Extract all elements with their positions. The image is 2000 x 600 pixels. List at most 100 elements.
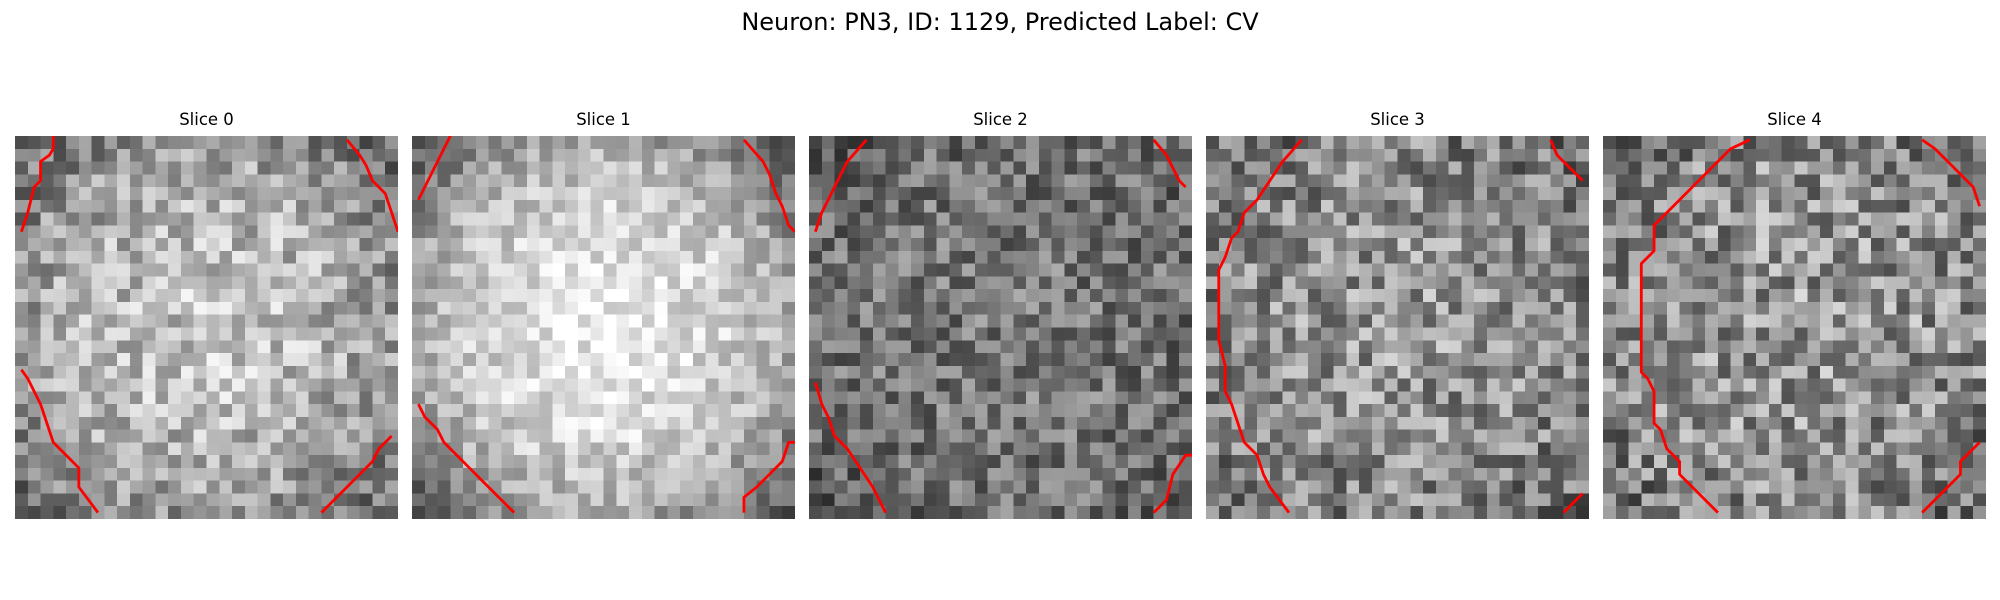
pixel bbox=[1051, 263, 1065, 277]
pixel bbox=[1807, 365, 1821, 379]
pixel bbox=[590, 212, 604, 226]
pixel bbox=[1883, 467, 1897, 481]
pixel bbox=[1743, 378, 1757, 392]
pixel bbox=[129, 187, 143, 201]
pixel bbox=[1371, 480, 1385, 494]
pixel bbox=[1371, 416, 1385, 430]
pixel bbox=[193, 250, 207, 264]
pixel bbox=[1743, 263, 1757, 277]
pixel bbox=[1883, 493, 1897, 507]
pixel bbox=[1692, 314, 1706, 328]
pixel bbox=[193, 442, 207, 456]
pixel bbox=[1603, 480, 1617, 494]
pixel bbox=[629, 148, 643, 162]
pixel bbox=[821, 404, 835, 418]
pixel bbox=[1768, 212, 1782, 226]
pixel bbox=[1550, 212, 1564, 226]
pixel bbox=[1871, 225, 1885, 239]
pixel bbox=[1807, 212, 1821, 226]
pixel bbox=[193, 327, 207, 341]
pixel bbox=[1308, 212, 1322, 226]
pixel bbox=[501, 391, 515, 405]
pixel bbox=[1641, 340, 1655, 354]
pixel bbox=[987, 416, 1001, 430]
pixel bbox=[1179, 250, 1192, 264]
pixel bbox=[1871, 467, 1885, 481]
pixel bbox=[1807, 136, 1821, 150]
pixel bbox=[1384, 365, 1398, 379]
pixel bbox=[1871, 365, 1885, 379]
pixel bbox=[450, 506, 464, 519]
pixel bbox=[1743, 327, 1757, 341]
pixel bbox=[1102, 263, 1116, 277]
pixel bbox=[847, 136, 861, 150]
pixel bbox=[1820, 353, 1834, 367]
pixel bbox=[898, 467, 912, 481]
pixel bbox=[552, 467, 566, 481]
pixel bbox=[168, 429, 182, 443]
pixel bbox=[1922, 250, 1936, 264]
pixel bbox=[15, 327, 29, 341]
pixel bbox=[359, 238, 373, 252]
pixel bbox=[692, 148, 706, 162]
pixel bbox=[821, 148, 835, 162]
pixel bbox=[860, 263, 874, 277]
pixel bbox=[1320, 148, 1334, 162]
pixel bbox=[1679, 301, 1693, 315]
pixel bbox=[1845, 314, 1859, 328]
pixel bbox=[1244, 467, 1258, 481]
pixel bbox=[1947, 276, 1961, 290]
pixel bbox=[539, 212, 553, 226]
pixel bbox=[552, 199, 566, 213]
pixel bbox=[1756, 327, 1770, 341]
pixel bbox=[66, 365, 80, 379]
pixel bbox=[731, 238, 745, 252]
pixel bbox=[1295, 353, 1309, 367]
pixel bbox=[1486, 289, 1500, 303]
pixel bbox=[1206, 263, 1220, 277]
pixel bbox=[1692, 506, 1706, 519]
pixel bbox=[155, 225, 169, 239]
pixel bbox=[1973, 212, 1986, 226]
pixel bbox=[1641, 161, 1655, 175]
pixel bbox=[923, 161, 937, 175]
pixel bbox=[949, 263, 963, 277]
pixel bbox=[1051, 327, 1065, 341]
pixel bbox=[590, 391, 604, 405]
pixel bbox=[78, 187, 92, 201]
pixel bbox=[1333, 238, 1347, 252]
pixel bbox=[412, 301, 426, 315]
pixel bbox=[1140, 199, 1154, 213]
pixel bbox=[142, 161, 156, 175]
pixel bbox=[1410, 276, 1424, 290]
pixel bbox=[756, 212, 770, 226]
pixel bbox=[1576, 391, 1589, 405]
pixel bbox=[475, 442, 489, 456]
pixel bbox=[232, 161, 246, 175]
pixel bbox=[1244, 289, 1258, 303]
pixel bbox=[782, 480, 795, 494]
pixel bbox=[1858, 301, 1872, 315]
pixel bbox=[860, 199, 874, 213]
pixel bbox=[680, 365, 694, 379]
pixel bbox=[1576, 467, 1589, 481]
pixel bbox=[412, 429, 426, 443]
pixel bbox=[308, 263, 322, 277]
pixel bbox=[654, 174, 668, 188]
pixel bbox=[962, 212, 976, 226]
contour-line bbox=[417, 136, 452, 201]
pixel bbox=[1537, 353, 1551, 367]
pixel bbox=[756, 416, 770, 430]
pixel bbox=[1641, 353, 1655, 367]
pixel bbox=[1550, 455, 1564, 469]
pixel bbox=[334, 340, 348, 354]
pixel bbox=[1102, 442, 1116, 456]
pixel bbox=[1423, 289, 1437, 303]
pixel bbox=[1231, 378, 1245, 392]
pixel bbox=[1346, 314, 1360, 328]
pixel bbox=[295, 238, 309, 252]
pixel bbox=[898, 314, 912, 328]
pixel bbox=[244, 327, 258, 341]
pixel bbox=[949, 199, 963, 213]
pixel bbox=[1525, 199, 1539, 213]
